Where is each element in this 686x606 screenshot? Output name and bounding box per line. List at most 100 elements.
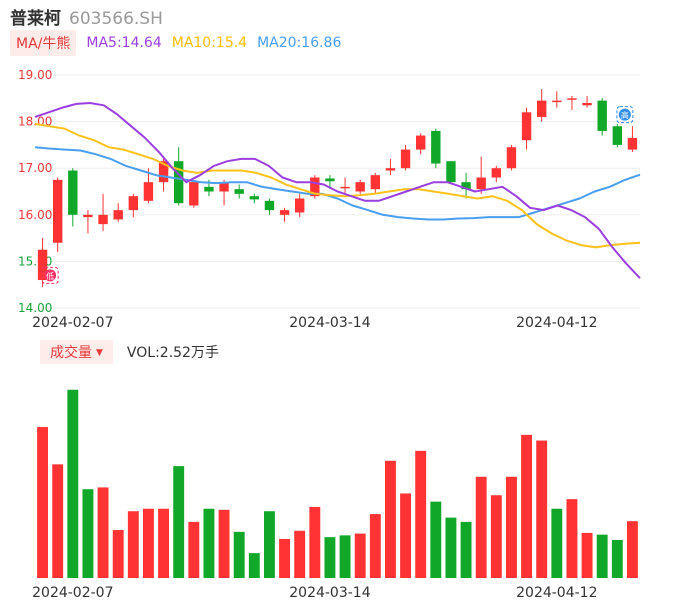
high-badge: 高 — [616, 106, 634, 124]
volume-bar — [415, 450, 427, 578]
candle-body — [370, 175, 381, 190]
volume-x-axis: 2024-02-07 2024-03-14 2024-04-12 — [32, 585, 597, 601]
volume-bar — [596, 534, 608, 578]
badge-label: 高 — [621, 110, 629, 120]
volume-bar — [188, 521, 200, 578]
candle-body — [431, 130, 441, 164]
volume-bar — [233, 531, 245, 578]
candle-body — [355, 182, 365, 192]
volume-bar — [445, 517, 457, 578]
extreme-badges: 低高 — [41, 106, 634, 284]
candle-body — [612, 126, 623, 145]
volume-bar — [400, 493, 412, 578]
candle-body — [68, 170, 78, 215]
volume-bar — [248, 553, 260, 578]
candle-body — [552, 100, 562, 103]
volume-bar — [127, 511, 139, 578]
ma5-legend: MA5:14.64 — [86, 35, 162, 51]
volume-bar — [279, 538, 291, 578]
candle-body — [325, 178, 335, 182]
candle-body — [143, 182, 154, 201]
candle-body — [476, 177, 486, 190]
volume-bar — [97, 487, 109, 578]
x-tick-label: 2024-03-14 — [289, 315, 370, 331]
candle-body — [52, 179, 63, 243]
volume-bar — [611, 539, 623, 578]
volume-indicator-selector[interactable]: 成交量 ▼ — [40, 340, 113, 364]
candle-body — [113, 210, 123, 220]
volume-bar — [112, 530, 124, 578]
volume-bar — [384, 460, 396, 578]
candle-body — [567, 98, 577, 100]
volume-bar — [536, 440, 548, 578]
candle-body — [264, 200, 275, 211]
volume-bar — [218, 509, 230, 578]
volume-bar — [521, 434, 533, 578]
candle-body — [400, 149, 411, 169]
volume-bar — [505, 476, 517, 578]
y-tick-label: 14.00 — [18, 301, 52, 315]
volume-bar — [369, 514, 381, 578]
badge-dot — [44, 269, 57, 282]
volume-bar — [294, 530, 306, 578]
ma5-line — [34, 102, 641, 279]
candle-body — [234, 189, 244, 194]
volume-bar — [490, 495, 502, 578]
volume-bar — [142, 508, 154, 578]
volume-bar — [82, 489, 94, 578]
candle-body — [173, 161, 184, 204]
candle-body — [128, 196, 139, 211]
badge-label: 低 — [46, 271, 54, 281]
volume-bar — [430, 501, 442, 578]
badge-frame — [616, 106, 634, 124]
stock-name: 普莱柯 — [10, 9, 61, 29]
candle-body — [219, 182, 229, 192]
candle-body — [83, 214, 93, 218]
volume-legend: 成交量 ▼ VOL:2.52万手 — [40, 340, 219, 364]
candle-body — [582, 102, 592, 106]
volume-series — [37, 389, 638, 578]
candle-body — [521, 112, 532, 141]
volume-bar — [173, 466, 185, 578]
low-badge: 低 — [41, 266, 59, 284]
ma10-line — [34, 122, 641, 249]
volume-bar — [203, 508, 215, 578]
price-x-axis: 2024-02-07 2024-03-14 2024-04-12 — [32, 315, 597, 331]
ma10-legend: MA10:15.4 — [171, 35, 248, 51]
candle-body — [415, 135, 426, 150]
x-tick-label: 2024-04-12 — [516, 585, 597, 601]
ma-indicator-selector[interactable]: MA/牛熊 — [10, 30, 77, 56]
ma-legend: MA/牛熊 MA5:14.64 MA10:15.4 MA20:16.86 — [10, 30, 342, 56]
candle-body — [597, 100, 607, 131]
x-tick-label: 2024-02-07 — [32, 315, 113, 331]
candle-body — [98, 214, 108, 225]
volume-bar — [460, 521, 472, 578]
y-tick-label: 17.00 — [18, 161, 52, 175]
volume-bar — [354, 533, 366, 578]
moving-average-lines — [34, 102, 641, 279]
candle-body — [385, 168, 396, 171]
volume-bar — [551, 508, 563, 578]
volume-bar — [339, 535, 351, 578]
badge-frame — [41, 266, 59, 284]
y-tick-label: 19.00 — [18, 68, 52, 82]
volume-bar — [475, 476, 487, 578]
caret-down-icon: ▼ — [96, 348, 103, 358]
candle-body — [340, 186, 350, 189]
candle-body — [279, 210, 290, 215]
x-tick-label: 2024-02-07 — [32, 585, 113, 601]
candle-body — [446, 161, 456, 183]
volume-bar — [67, 389, 79, 578]
volume-bar — [263, 511, 275, 578]
candle-body — [189, 182, 199, 206]
candle-body — [204, 186, 214, 192]
candle-body — [249, 196, 260, 200]
volume-bar — [158, 508, 170, 578]
candle-body — [491, 168, 502, 178]
volume-tag-label: 成交量 — [50, 345, 92, 361]
candle-body — [627, 137, 638, 150]
candlestick-series — [37, 88, 638, 288]
volume-bar — [37, 427, 49, 578]
ma20-legend: MA20:16.86 — [257, 35, 342, 51]
